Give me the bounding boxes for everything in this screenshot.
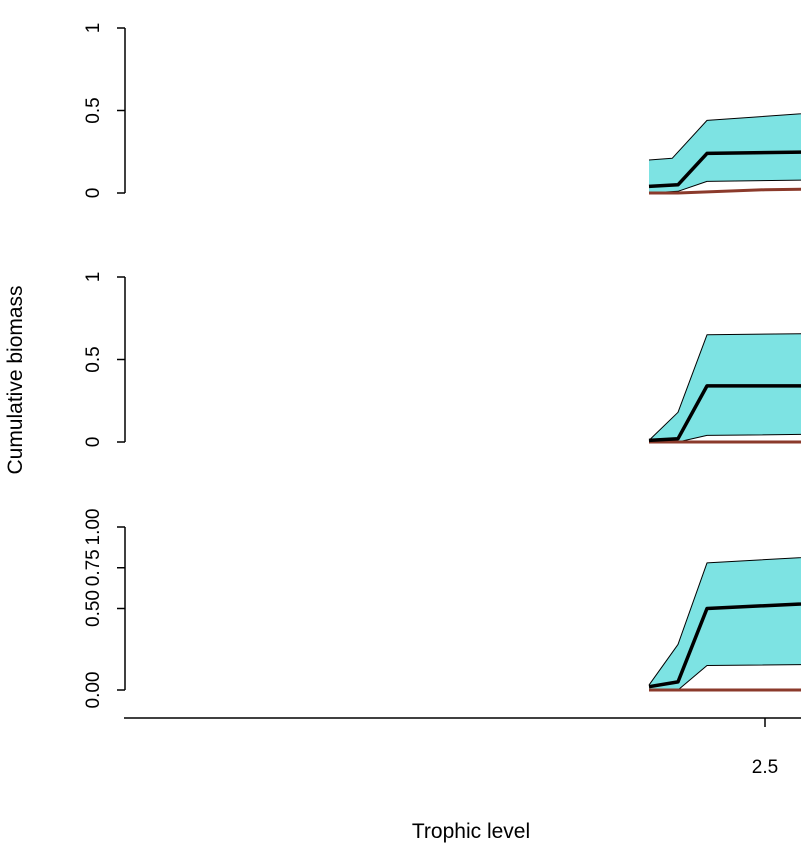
panel-bs: 00.51BS bbox=[83, 23, 801, 199]
median-line bbox=[648, 150, 801, 189]
y-tick-label: 1 bbox=[83, 272, 104, 283]
y-tick-label: 0.5 bbox=[83, 97, 104, 123]
y-tick-label: 0 bbox=[83, 188, 104, 199]
confidence-band bbox=[649, 333, 801, 442]
x-axis-title: Trophic level bbox=[412, 820, 530, 843]
band-upper-edge bbox=[648, 113, 801, 161]
y-tick-label: 0.00 bbox=[83, 672, 104, 709]
band-upper-edge bbox=[648, 333, 801, 441]
y-axis-title: Cumulative biomass bbox=[4, 285, 27, 474]
observed-line bbox=[649, 440, 801, 444]
band-upper-edge bbox=[648, 557, 801, 686]
confidence-band bbox=[649, 113, 801, 193]
x-axis: 2.53.03.54.04.5 bbox=[124, 717, 801, 778]
observed-line bbox=[649, 187, 801, 195]
y-tick-label: 0.75 bbox=[83, 549, 104, 586]
band-lower-edge bbox=[649, 433, 801, 443]
y-tick-label: 0.50 bbox=[83, 590, 104, 627]
panels: 00.51BS00.51GN0.000.500.751.00ICE bbox=[83, 23, 801, 709]
median-line bbox=[648, 384, 801, 443]
y-tick-label: 0 bbox=[83, 437, 104, 448]
band-lower-edge bbox=[648, 179, 801, 194]
panel-ice: 0.000.500.751.00ICE bbox=[83, 509, 801, 709]
band-lower-edge bbox=[649, 664, 801, 691]
y-tick-label: 1.00 bbox=[83, 509, 104, 546]
median-line bbox=[648, 602, 801, 689]
y-tick-label: 0.5 bbox=[83, 346, 104, 372]
panel-gn: 00.51GN bbox=[83, 272, 801, 448]
y-tick-label: 1 bbox=[83, 23, 104, 34]
x-tick-label: 2.5 bbox=[752, 757, 778, 778]
